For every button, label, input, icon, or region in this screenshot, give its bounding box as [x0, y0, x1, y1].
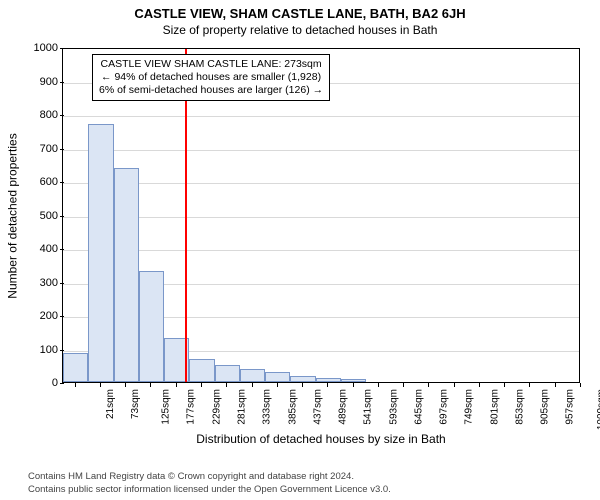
x-tick: 645sqm: [413, 389, 424, 425]
x-tick-mark: [479, 383, 480, 387]
x-tick-mark: [428, 383, 429, 387]
footer-line-1: Contains HM Land Registry data © Crown c…: [28, 471, 391, 483]
x-tick-mark: [327, 383, 328, 387]
x-tick: 21sqm: [105, 389, 116, 419]
histogram-bar: [215, 365, 240, 382]
gridline: [63, 116, 579, 117]
y-tick: 700: [18, 143, 58, 155]
x-tick: 229sqm: [211, 389, 222, 425]
gridline: [63, 217, 579, 218]
x-tick: 957sqm: [565, 389, 576, 425]
histogram-bar: [88, 124, 113, 382]
y-tick: 400: [18, 243, 58, 255]
x-axis-label: Distribution of detached houses by size …: [62, 432, 580, 446]
histogram-bar: [139, 271, 164, 382]
figure: CASTLE VIEW, SHAM CASTLE LANE, BATH, BA2…: [0, 0, 600, 500]
x-tick: 697sqm: [439, 389, 450, 425]
x-tick-mark: [176, 383, 177, 387]
marker-annotation: CASTLE VIEW SHAM CASTLE LANE: 273sqm← 94…: [92, 54, 330, 101]
x-tick-mark: [454, 383, 455, 387]
y-tick: 200: [18, 310, 58, 322]
x-tick-mark: [529, 383, 530, 387]
histogram-bar: [341, 379, 366, 382]
x-tick: 385sqm: [287, 389, 298, 425]
annotation-line: ← 94% of detached houses are smaller (1,…: [99, 71, 323, 84]
gridline: [63, 250, 579, 251]
histogram-bar: [290, 376, 315, 382]
x-tick-mark: [504, 383, 505, 387]
x-tick: 489sqm: [338, 389, 349, 425]
x-tick-mark: [302, 383, 303, 387]
gridline: [63, 183, 579, 184]
y-tick: 600: [18, 176, 58, 188]
annotation-line: 6% of semi-detached houses are larger (1…: [99, 84, 323, 97]
x-tick-mark: [277, 383, 278, 387]
x-tick-mark: [555, 383, 556, 387]
y-tick: 0: [18, 377, 58, 389]
y-tick: 800: [18, 109, 58, 121]
x-tick: 437sqm: [312, 389, 323, 425]
x-tick-mark: [150, 383, 151, 387]
y-tick: 1000: [18, 42, 58, 54]
x-tick: 333sqm: [262, 389, 273, 425]
x-tick: 905sqm: [540, 389, 551, 425]
x-tick: 853sqm: [515, 389, 526, 425]
y-tick: 300: [18, 277, 58, 289]
gridline: [63, 150, 579, 151]
annotation-line: CASTLE VIEW SHAM CASTLE LANE: 273sqm: [99, 58, 323, 71]
plot-area-wrap: 01002003004005006007008009001000 21sqm73…: [62, 48, 580, 383]
x-tick-mark: [378, 383, 379, 387]
x-tick: 1009sqm: [596, 389, 600, 430]
x-tick-mark: [125, 383, 126, 387]
x-tick: 541sqm: [363, 389, 374, 425]
histogram-bar: [63, 353, 88, 382]
histogram-bar: [265, 372, 290, 382]
histogram-bar: [114, 168, 139, 382]
x-tick: 281sqm: [237, 389, 248, 425]
y-tick: 500: [18, 210, 58, 222]
x-tick: 125sqm: [161, 389, 172, 425]
x-tick-mark: [580, 383, 581, 387]
x-tick: 801sqm: [489, 389, 500, 425]
histogram-bar: [240, 369, 265, 382]
chart-subtitle: Size of property relative to detached ho…: [0, 21, 600, 39]
y-tick: 900: [18, 76, 58, 88]
x-tick-mark: [252, 383, 253, 387]
chart-title: CASTLE VIEW, SHAM CASTLE LANE, BATH, BA2…: [0, 0, 600, 21]
x-tick-mark: [100, 383, 101, 387]
x-tick-mark: [226, 383, 227, 387]
x-tick: 749sqm: [464, 389, 475, 425]
x-tick-mark: [201, 383, 202, 387]
y-tick: 100: [18, 344, 58, 356]
footer-line-2: Contains public sector information licen…: [28, 484, 391, 496]
x-tick-mark: [403, 383, 404, 387]
attribution-footer: Contains HM Land Registry data © Crown c…: [28, 471, 391, 496]
x-tick: 593sqm: [388, 389, 399, 425]
x-tick-mark: [75, 383, 76, 387]
x-tick-mark: [353, 383, 354, 387]
histogram-bar: [316, 378, 341, 382]
x-tick: 73sqm: [130, 389, 141, 419]
x-tick: 177sqm: [186, 389, 197, 425]
histogram-bar: [189, 359, 214, 382]
